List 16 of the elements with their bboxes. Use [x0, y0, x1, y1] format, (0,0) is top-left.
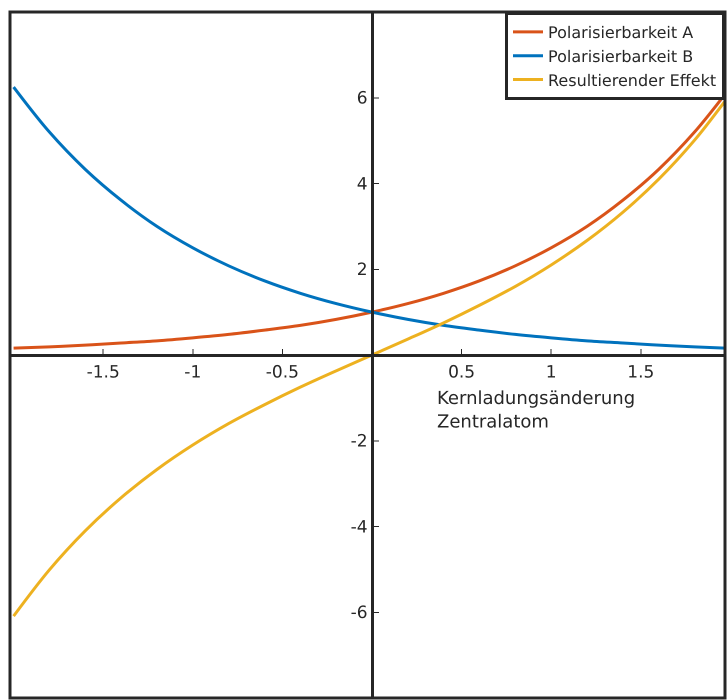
y-tick-label: 2 [356, 260, 368, 280]
y-tick-label: 4 [356, 174, 368, 194]
y-tick-label: -2 [350, 432, 368, 452]
x-tick-label: -1 [184, 362, 202, 382]
legend-label: Polarisierbarkeit B [548, 46, 694, 66]
legend-label: Polarisierbarkeit A [548, 23, 694, 42]
x-tick-label: 0.5 [448, 362, 476, 382]
y-tick-label: 6 [356, 88, 368, 109]
x-tick-label: -0.5 [266, 362, 299, 382]
legend-label: Resultierender Effekt [548, 70, 716, 90]
x-tick-label: 1.5 [627, 362, 654, 382]
x-tick-label: -1.5 [86, 362, 120, 382]
y-tick-label: -6 [350, 603, 368, 624]
y-tick-label: -4 [350, 517, 368, 538]
x-axis-title: Kernladungsänderung Zentralatom [437, 388, 636, 432]
x-tick-label: 1 [546, 362, 557, 382]
